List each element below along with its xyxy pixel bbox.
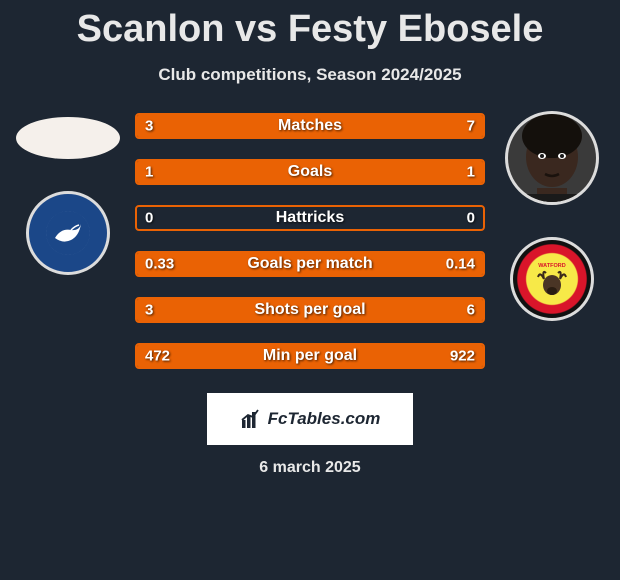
right-player-column: WATFORD — [492, 113, 612, 321]
stat-label: Min per goal — [137, 347, 483, 365]
stats-bars: 37Matches 11Goals 00Hattricks 0.330.14Goals… — [135, 113, 485, 369]
page-subtitle: Club competitions, Season 2024/2025 — [0, 65, 620, 85]
stat-row: 0.330.14Goals per match — [135, 251, 485, 277]
chart-icon — [240, 408, 262, 430]
stat-row: 36Shots per goal — [135, 297, 485, 323]
left-player-column — [8, 113, 128, 275]
moose-icon: WATFORD — [530, 257, 574, 301]
page-title: Scanlon vs Festy Ebosele — [0, 0, 620, 51]
stat-label: Hattricks — [137, 209, 483, 227]
stat-row: 37Matches — [135, 113, 485, 139]
stat-label: Goals per match — [137, 255, 483, 273]
lion-icon — [45, 210, 91, 256]
club-badge-left — [26, 191, 110, 275]
stat-label: Shots per goal — [137, 301, 483, 319]
comparison-content: WATFORD 37Matches 11Goals 00Hattricks 0.330… — [0, 113, 620, 369]
stat-row: 11Goals — [135, 159, 485, 185]
stat-row: 472922Min per goal — [135, 343, 485, 369]
player-face-icon — [512, 112, 592, 202]
footer-brand-text: FcTables.com — [268, 409, 381, 429]
player-right-photo — [505, 111, 599, 205]
stat-label: Goals — [137, 163, 483, 181]
stat-row: 00Hattricks — [135, 205, 485, 231]
player-left-photo — [16, 117, 120, 159]
svg-text:WATFORD: WATFORD — [538, 263, 565, 269]
stat-label: Matches — [137, 117, 483, 135]
footer-brand-box: FcTables.com — [207, 393, 413, 445]
footer-date: 6 march 2025 — [0, 459, 620, 477]
club-badge-right: WATFORD — [510, 237, 594, 321]
